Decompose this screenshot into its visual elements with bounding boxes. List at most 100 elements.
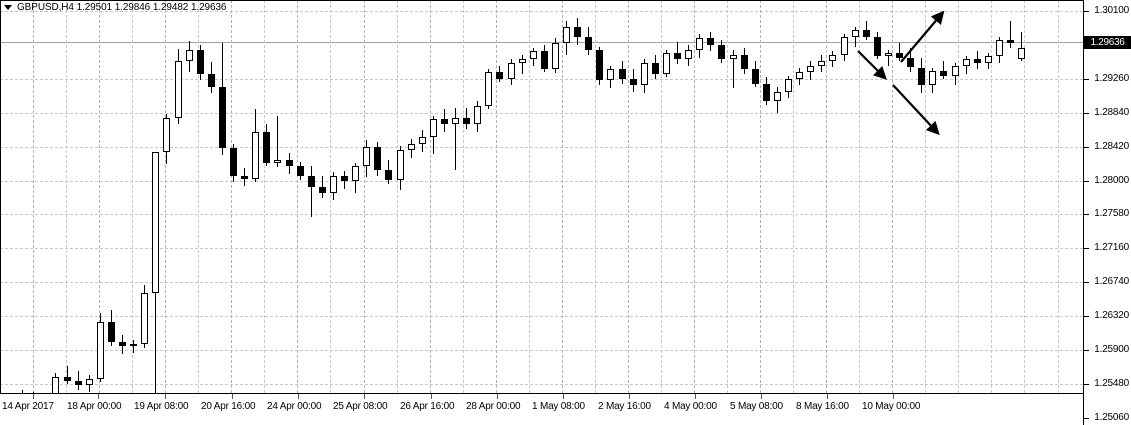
- candle-body-bullish: [885, 52, 892, 57]
- candle-body-bearish: [596, 49, 603, 80]
- candle-body-bullish: [408, 144, 415, 150]
- time-tick-mark: [827, 394, 828, 399]
- time-gridline: [859, 0, 860, 393]
- candle-body-bullish: [685, 49, 692, 60]
- candle-body-bearish: [341, 176, 348, 182]
- price-tick-mark: [1084, 383, 1089, 385]
- candle-body-bullish: [530, 51, 537, 60]
- candle-body-bullish: [130, 343, 137, 346]
- candle-wick: [1010, 20, 1011, 49]
- candle-body-bearish: [674, 52, 681, 60]
- candle-body-bullish: [1018, 48, 1025, 60]
- time-tick-mark: [695, 394, 696, 399]
- price-tick-label: 1.25060: [1094, 411, 1129, 423]
- time-gridline: [991, 0, 992, 393]
- price-tick-label: 1.27580: [1094, 208, 1129, 220]
- time-gridline: [826, 0, 827, 393]
- time-gridline: [1024, 0, 1025, 393]
- candle-body-bearish: [297, 165, 304, 176]
- candle-body-bullish: [852, 30, 859, 37]
- candle-body-bullish: [641, 62, 648, 86]
- candle-body-bearish: [863, 30, 870, 37]
- candle-body-bullish: [452, 117, 459, 124]
- price-tick-mark: [1084, 248, 1089, 250]
- candle-body-bullish: [485, 72, 492, 107]
- price-gridline: [0, 112, 1083, 114]
- candle-body-bearish: [108, 321, 115, 342]
- time-gridline: [99, 0, 100, 393]
- plot-left-border: [0, 0, 1, 393]
- time-gridline: [264, 0, 265, 393]
- chart-plot-area[interactable]: [0, 0, 1083, 393]
- candle-body-bullish: [163, 117, 170, 153]
- candle-body-bearish: [463, 117, 470, 124]
- time-gridline: [595, 0, 596, 393]
- candle-body-bullish: [607, 69, 614, 80]
- price-scale-axis[interactable]: 1.30100 1.29260 1.28840 1.28420 1.28000 1.275…: [1083, 0, 1131, 425]
- time-tick-label: 1 May 08:00: [532, 401, 585, 412]
- arrow-up-long[interactable]: [900, 10, 945, 63]
- candle-body-bullish: [785, 78, 792, 92]
- time-gridline: [694, 0, 695, 393]
- chevron-down-icon[interactable]: [4, 4, 12, 10]
- candle-body-bearish: [896, 52, 903, 58]
- time-scale-axis[interactable]: 14 Apr 2017 18 Apr 00:00 19 Apr 08:00 20 Ap…: [0, 393, 1083, 425]
- candle-body-bullish: [274, 159, 281, 163]
- price-tick-label: 1.29260: [1094, 72, 1129, 84]
- time-gridline: [231, 0, 232, 393]
- time-tick-label: 4 May 00:00: [664, 401, 717, 412]
- candle-wick: [943, 61, 944, 79]
- candle-body-bearish: [741, 54, 748, 70]
- candle-body-bullish: [352, 165, 359, 182]
- candle-body-bearish: [374, 146, 381, 170]
- candle-wick: [855, 27, 856, 47]
- candle-body-bullish: [86, 379, 93, 385]
- candle-body-bearish: [286, 159, 293, 166]
- current-price-line: [0, 42, 1083, 43]
- price-tick-label: 1.25480: [1094, 377, 1129, 389]
- price-gridline: [0, 11, 1083, 12]
- price-tick-mark: [1084, 146, 1089, 148]
- price-tick-label: 1.30100: [1094, 5, 1129, 16]
- price-tick-mark: [1084, 417, 1089, 419]
- candle-body-bullish: [818, 61, 825, 66]
- candle-body-bearish: [940, 70, 947, 76]
- price-gridline: [0, 214, 1083, 216]
- price-tick-label: 1.26320: [1094, 310, 1129, 322]
- candle-body-bullish: [563, 27, 570, 44]
- candle-body-bearish: [974, 59, 981, 63]
- time-tick-mark: [364, 394, 365, 399]
- time-gridline: [529, 0, 530, 393]
- arrow-down-long[interactable]: [892, 84, 940, 136]
- price-tick-mark: [1084, 316, 1089, 318]
- price-tick-label: 1.28420: [1094, 140, 1129, 152]
- candle-body-bearish: [64, 377, 71, 381]
- candle-body-bullish: [508, 62, 515, 79]
- candle-wick: [899, 43, 900, 62]
- candle-body-bearish: [208, 73, 215, 87]
- candle-body-bearish: [918, 67, 925, 86]
- time-tick-mark: [98, 394, 99, 399]
- time-tick-label: 5 May 08:00: [730, 401, 783, 412]
- candle-wick: [22, 390, 23, 393]
- plot-top-border: [0, 0, 1083, 1]
- candle-body-bearish: [718, 44, 725, 60]
- candle-body-bullish: [152, 152, 159, 293]
- candle-body-bullish: [397, 149, 404, 181]
- time-tick-label: 2 May 16:00: [598, 401, 651, 412]
- candle-body-bullish: [52, 377, 59, 393]
- time-tick-label: 20 Apr 16:00: [201, 401, 256, 412]
- candle-body-bearish: [75, 380, 82, 385]
- time-gridline: [364, 0, 365, 393]
- price-gridline: [0, 146, 1083, 148]
- price-gridline: [0, 350, 1083, 351]
- candle-body-bearish: [230, 148, 237, 176]
- candle-body-bullish: [952, 65, 959, 76]
- candle-wick: [455, 107, 456, 170]
- time-tick-label: 28 Apr 00:00: [466, 401, 521, 412]
- time-gridline: [430, 0, 431, 393]
- time-tick-mark: [165, 394, 166, 399]
- time-gridline: [463, 0, 464, 393]
- time-gridline: [397, 0, 398, 393]
